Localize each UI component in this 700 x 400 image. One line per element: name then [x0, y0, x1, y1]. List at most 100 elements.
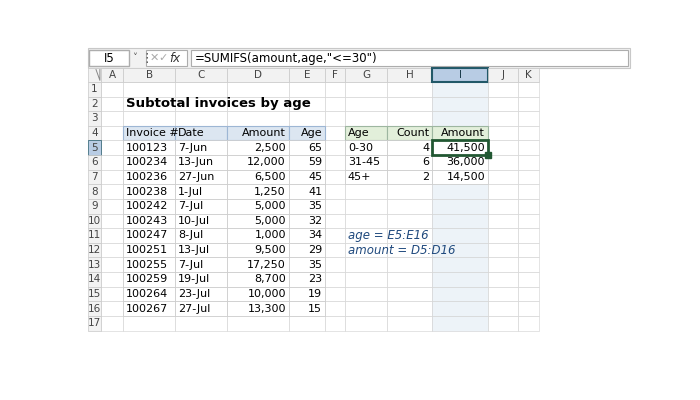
Bar	[175, 243, 227, 258]
Bar	[517, 228, 539, 243]
Text: 45: 45	[308, 172, 322, 182]
Bar	[227, 316, 289, 330]
Bar	[387, 243, 433, 258]
Text: K: K	[525, 70, 532, 80]
Text: 2,500: 2,500	[254, 143, 286, 153]
Bar	[345, 82, 387, 96]
Bar	[102, 316, 123, 330]
Bar	[387, 126, 433, 140]
Bar	[123, 199, 175, 214]
Bar	[175, 287, 227, 301]
Bar	[517, 68, 539, 82]
Bar	[433, 68, 488, 82]
Bar	[88, 111, 102, 126]
Bar	[517, 96, 539, 111]
Text: 41: 41	[308, 187, 322, 197]
Bar	[123, 243, 175, 258]
Text: 27-Jun: 27-Jun	[178, 172, 214, 182]
Bar	[289, 287, 326, 301]
Bar	[123, 184, 175, 199]
Bar	[88, 82, 102, 96]
Text: amount = D5:D16: amount = D5:D16	[348, 244, 456, 257]
Text: 6: 6	[422, 157, 429, 167]
Bar	[227, 214, 289, 228]
Bar	[146, 50, 187, 66]
Bar	[517, 243, 539, 258]
Bar	[227, 140, 289, 155]
Bar	[175, 301, 227, 316]
Bar	[488, 228, 517, 243]
Bar	[387, 170, 433, 184]
Text: fx: fx	[169, 52, 180, 64]
Bar	[345, 111, 387, 126]
Bar	[326, 287, 345, 301]
Text: =SUMIFS(amount,age,"<=30"): =SUMIFS(amount,age,"<=30")	[195, 52, 378, 64]
Bar	[88, 228, 102, 243]
Bar	[123, 214, 175, 228]
Bar	[433, 140, 488, 155]
Bar	[387, 199, 433, 214]
Bar	[227, 111, 289, 126]
Bar	[488, 82, 517, 96]
Bar	[488, 258, 517, 272]
Bar	[387, 140, 433, 155]
Text: 1-Jul: 1-Jul	[178, 187, 203, 197]
Bar	[102, 140, 123, 155]
Text: 9,500: 9,500	[254, 245, 286, 255]
Bar	[326, 68, 345, 82]
Bar	[517, 111, 539, 126]
Bar	[387, 316, 433, 330]
Bar	[175, 111, 227, 126]
Bar	[123, 228, 175, 243]
Bar	[488, 301, 517, 316]
Bar	[433, 272, 488, 287]
Bar	[289, 170, 326, 184]
Text: 7-Jul: 7-Jul	[178, 201, 204, 211]
Bar	[387, 258, 433, 272]
Text: 8-Jul: 8-Jul	[178, 230, 204, 240]
Bar	[433, 287, 488, 301]
Bar	[326, 111, 345, 126]
Text: J: J	[501, 70, 505, 80]
Bar	[517, 184, 539, 199]
Bar	[433, 199, 488, 214]
Bar	[517, 82, 539, 96]
Bar	[517, 258, 539, 272]
Text: Age: Age	[301, 128, 322, 138]
Text: 5,000: 5,000	[254, 201, 286, 211]
Bar	[123, 258, 175, 272]
Bar	[227, 82, 289, 96]
Bar	[88, 316, 102, 330]
Text: F: F	[332, 70, 338, 80]
Bar	[326, 301, 345, 316]
Text: Amount: Amount	[441, 128, 485, 138]
Bar	[517, 199, 539, 214]
Bar	[227, 140, 289, 155]
Text: B: B	[146, 70, 153, 80]
Bar	[227, 287, 289, 301]
Bar	[387, 272, 433, 287]
Bar	[175, 184, 227, 199]
Text: Age: Age	[348, 128, 370, 138]
Text: 35: 35	[308, 260, 322, 270]
Bar	[517, 272, 539, 287]
Bar	[345, 140, 387, 155]
Bar	[88, 258, 102, 272]
Bar	[227, 272, 289, 287]
Bar	[488, 214, 517, 228]
Text: 13-Jul: 13-Jul	[178, 245, 210, 255]
Bar	[326, 272, 345, 287]
Bar	[387, 82, 433, 96]
Bar	[488, 111, 517, 126]
Text: ✓: ✓	[159, 53, 168, 63]
Bar	[289, 82, 326, 96]
Bar	[227, 243, 289, 258]
Text: 1,000: 1,000	[254, 230, 286, 240]
Bar	[102, 272, 123, 287]
Bar	[102, 96, 123, 111]
Text: 1,250: 1,250	[254, 187, 286, 197]
Text: 12: 12	[88, 245, 101, 255]
Bar	[345, 199, 387, 214]
Bar	[289, 301, 326, 316]
Bar	[289, 199, 326, 214]
